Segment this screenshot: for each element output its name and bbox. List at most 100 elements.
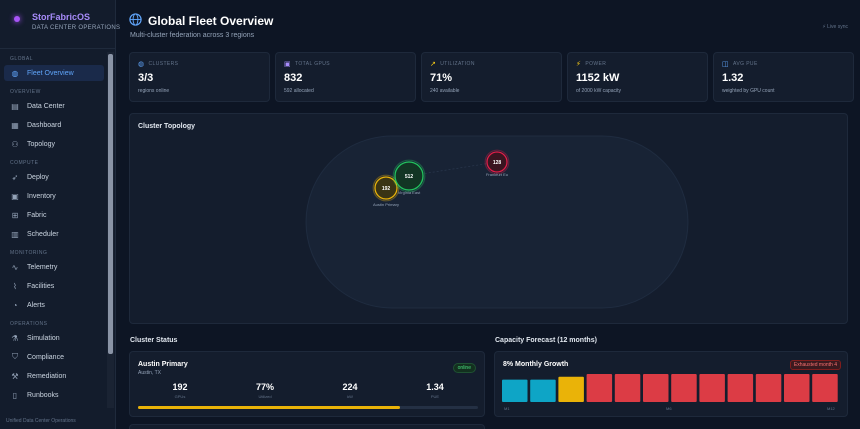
sidebar: StorFabricOS DATA CENTER OPERATIONS GLOB… [0,0,120,429]
cluster-card[interactable] [129,424,485,429]
sidebar-item-label: Facilities [27,282,55,290]
brand-title: StorFabricOS [32,12,91,22]
brand-logo-icon [14,16,20,22]
topology-icon: ⚇ [11,139,19,149]
sidebar-scrollbar[interactable] [107,52,114,408]
topology-link [408,161,498,177]
metric-value: 192 [172,382,188,392]
stat-label: ◍ CLUSTERS [138,60,178,68]
metric-value: 1.34 [426,382,444,392]
nav-section-label: OPERATIONS [10,321,48,327]
forecast-bar [784,374,810,402]
rocket-icon: ➶ [11,172,19,182]
cluster-card[interactable]: Austin Primary Austin, TX online 192 GPU… [129,351,485,417]
thermometer-icon: ⌇ [13,281,17,291]
forecast-bar [502,379,528,402]
node-gpu-count: 512 [405,174,414,180]
sidebar-item-compliance[interactable]: ⛉ Compliance [4,349,104,365]
page-title: Global Fleet Overview [148,14,274,28]
shield-icon: ⛉ [12,352,18,361]
calendar-icon: ▥ [11,229,19,239]
nav-section-label: COMPUTE [10,160,39,166]
utilization-bar [138,406,478,409]
sidebar-item-topology[interactable]: ⚇ Topology [4,136,104,152]
sidebar-item-alerts[interactable]: ◔ Alerts [4,297,104,313]
node-gpu-count: 192 [382,186,391,192]
forecast-bar-chart [502,374,838,402]
topology-node[interactable]: 192 Austin Primary [372,174,400,207]
globe-icon [129,13,142,26]
stat-value: 1152 kW [576,72,620,84]
live-sync-indicator[interactable]: ⚡ Live sync [822,24,848,30]
sidebar-nav: GLOBAL ◍ Fleet Overview OVERVIEW ▤ Data Cente… [0,52,106,410]
sidebar-item-label: Remediation [27,372,67,380]
brand-subtitle: DATA CENTER OPERATIONS [32,25,121,31]
globe-icon: ◍ [138,61,145,68]
activity-icon: ∿ [11,262,19,272]
cluster-metric: 224 kW [320,382,380,399]
stat-card-power: ⚡ POWER 1152 kW of 2000 kW capacity [567,52,708,102]
topology-node[interactable]: 512 Virginia East [392,159,426,195]
sidebar-item-remediation[interactable]: ⚒ Remediation [4,368,104,384]
forecast-tick-label: M6 [666,406,672,411]
forecast-bar [671,374,697,402]
stat-label: ⚡ POWER [576,60,606,68]
topology-map: 192 Austin Primary 512 Virginia East 128 Fran… [305,135,689,309]
stat-note: weighted by GPU count [722,88,775,94]
forecast-bar [699,374,725,402]
stat-label-text: POWER [585,61,607,67]
cluster-metric: 77% Utilized [235,382,295,399]
metric-value: 77% [255,382,274,392]
nav-section-label: MONITORING [10,250,48,256]
cluster-metric: 1.34 PUE [405,382,465,399]
cluster-status-title: Cluster Status [130,337,178,344]
stat-note: 240 available [430,88,460,94]
forecast-bar [530,379,556,402]
sidebar-item-fleet-overview[interactable]: ◍ Fleet Overview [4,65,104,81]
sidebar-footer: Unified Data Center Operations [6,418,76,424]
forecast-bar [727,374,754,402]
stat-note: 592 allocated [284,88,314,94]
sidebar-divider [0,48,116,49]
stat-card-total-gpus: ▣ TOTAL GPUS 832 592 allocated [275,52,416,102]
gauge-icon: ◫ [722,61,730,68]
nav-section-label: GLOBAL [10,56,34,62]
book-icon: ▯ [12,390,18,400]
server-icon: ▤ [11,101,19,111]
forecast-bar [643,374,669,402]
sidebar-item-dashboard[interactable]: ▦ Dashboard [4,117,104,133]
cluster-name: Austin Primary [138,361,188,368]
page-subtitle: Multi-cluster federation across 3 region… [130,32,255,39]
sidebar-item-scheduler[interactable]: ▥ Scheduler [4,226,104,242]
node-label: Austin Primary [373,202,399,207]
sidebar-item-label: Fabric [27,211,47,219]
stat-card-utilization: ↗ UTILIZATION 71% 240 available [421,52,562,102]
node-gpu-count: 128 [493,160,502,166]
stat-value: 832 [284,72,303,84]
stat-label-text: AVG PUE [733,61,758,67]
nav-section-label: OVERVIEW [10,89,41,95]
sidebar-item-runbooks[interactable]: ▯ Runbooks [4,387,104,403]
forecast-bar [558,376,584,402]
sidebar-item-inventory[interactable]: ▣ Inventory [4,188,104,204]
sidebar-item-label: Telemetry [27,263,58,271]
capacity-forecast-title: Capacity Forecast (12 months) [495,337,597,344]
forecast-bar [755,374,782,402]
sidebar-scroll-thumb[interactable] [108,54,113,354]
sidebar-item-fabric[interactable]: ⊞ Fabric [4,207,104,223]
stat-label-text: UTILIZATION [440,61,475,67]
capacity-forecast-card: 8% Monthly Growth Exhausted month 4 M1 M… [494,351,848,417]
topology-node[interactable]: 128 Frankfurt Eu [484,149,510,177]
sidebar-item-deploy[interactable]: ➶ Deploy [4,169,104,185]
sidebar-item-telemetry[interactable]: ∿ Telemetry [4,259,104,275]
sidebar-item-label: Deploy [27,173,49,181]
sidebar-item-label: Inventory [27,192,56,200]
sidebar-item-simulation[interactable]: ⚗ Simulation [4,330,104,346]
sidebar-item-label: Compliance [27,353,64,361]
status-badge: online [452,363,476,373]
sidebar-item-data-center[interactable]: ▤ Data Center [4,98,104,114]
sidebar-item-facilities[interactable]: ⌇ Facilities [4,278,104,294]
cluster-topology-panel: Cluster Topology 192 Austin Primary 512 Vir… [129,113,848,324]
stat-note: of 2000 kW capacity [576,88,622,94]
node-label: Virginia East [398,190,421,195]
